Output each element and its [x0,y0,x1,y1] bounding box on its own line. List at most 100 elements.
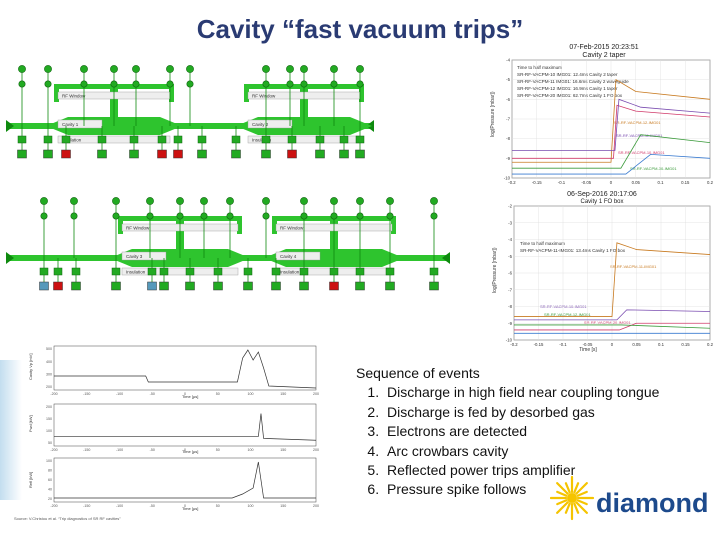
sun-ray [564,482,571,494]
strip-charts: Cavity Vp [mV] Fwd [kW] Refl [kW] Time [… [22,342,346,512]
strip-xlabel-1: Time [µs] [182,449,198,454]
vacuum-gauge-icon [80,65,88,73]
valve-status-icon [385,281,395,291]
insulation-box [121,267,239,276]
pump-icon [39,267,49,276]
pump-icon [53,267,63,276]
valve-status-icon [329,281,339,291]
pump-icon [159,267,169,276]
x-tick-label: 100 [248,504,254,508]
vacuum-gauge-icon [40,212,48,220]
valve-status-icon [111,281,121,291]
strip-series-line [54,461,316,499]
pump-icon [231,135,241,144]
x-tick-label: -50 [150,504,155,508]
vacuum-gauge-icon [166,65,174,73]
rf-window-label: RF Window [126,226,150,231]
sun-ray [573,502,580,514]
vacuum-gauge-icon [430,197,438,205]
x-tick-label: 50 [216,448,220,452]
vacuum-gauge-icon [176,212,184,220]
x-tick-label: 0.15 [681,180,690,185]
valve-status-icon [287,149,297,159]
vacuum-gauge-icon [386,197,394,205]
valve-status-icon [429,281,439,291]
valve-status-icon [197,149,207,159]
sun-ray [556,482,569,495]
plot-top-legend-4: SR-RF-VACPM-20 IMG01: 62.7ms Cavity 1 FO… [517,93,623,98]
pump-icon [261,135,271,144]
sun-ray [575,501,588,514]
strip-chart-frame [53,457,317,503]
valve-status-icon [185,281,195,291]
plot-top-legend-0: Time to half maximum [517,65,562,70]
strip-chart-frame [53,345,317,391]
x-tick-label: 0 [610,180,613,185]
vacuum-gauge-icon [132,80,140,88]
rf-window-label: RF Window [62,94,86,99]
coupler-pipe [54,84,59,102]
x-tick-label: 150 [280,448,286,452]
plot-bottom-curve-label-2: SR-RF-VACPM-12-IMG01 [544,312,591,317]
x-tick-label: -200 [50,392,57,396]
vacuum-gauge-icon [430,212,438,220]
x-tick-label: -200 [50,448,57,452]
y-tick-label: -9 [508,321,512,326]
plot-bottom-heading: 06-Sep-2016 20:17:06 [567,191,637,198]
pressure-series-line [512,78,711,163]
plot-bottom-xlabel: Time [s] [579,347,597,353]
x-tick-label: 150 [280,504,286,508]
x-tick-label: -100 [116,504,123,508]
x-tick-label: 0.1 [658,180,665,185]
vacuum-gauge-icon [176,197,184,205]
vacuum-gauge-icon [356,212,364,220]
plot-top-legend-3: SR-RF-VACPM-12 IMG01: 16.9ms Cavity 1 ta… [517,86,618,91]
x-tick-label: 0.05 [632,342,641,347]
sun-core [567,493,577,503]
valve-status-icon [231,149,241,159]
valve-status-icon [71,281,81,291]
pump-icon [339,135,349,144]
event-item: Pressure spike follows [383,480,716,499]
diamond-logo: diamond [550,474,716,526]
plot-bottom-legend-1: SR-RF-VACPM-11-IMG01: 13.4ms Cavity 1 FO… [520,248,626,253]
insulation-label: Insulation [62,138,82,143]
valve-status-icon [157,149,167,159]
vacuum-gauge-icon [330,197,338,205]
y-tick-label: 400 [46,360,52,364]
valve-status-icon [159,281,169,291]
vacuum-gauge-icon [186,80,194,88]
pressure-series-line [514,242,711,317]
x-tick-label: -0.2 [510,342,518,347]
valve-status-icon [173,149,183,159]
pump-icon [147,267,157,276]
vacuum-gauge-icon [386,212,394,220]
valve-status-icon [17,149,27,159]
vacuum-gauge-icon [330,80,338,88]
events-list: Discharge in high field near coupling to… [356,383,716,499]
x-tick-label: 200 [313,504,319,508]
vacuum-gauge-icon [262,80,270,88]
valve-status-icon [315,149,325,159]
x-tick-label: 150 [280,392,286,396]
strip-chart-frame [53,403,317,447]
rf-window-label: RF Window [280,226,304,231]
vacuum-gauge-icon [80,80,88,88]
x-tick-label: -200 [50,504,57,508]
strip-ylabel-0: Cavity Vp [mV] [28,354,33,380]
valve-status-icon [355,281,365,291]
valve-status-icon [147,281,157,291]
pump-icon [111,267,121,276]
x-tick-label: -0.05 [581,180,591,185]
strip-ylabel-1: Fwd [kW] [28,415,33,432]
cavity-label: Cavity 4 [280,254,297,259]
plot-top-heading: 07-Feb-2015 20:23:51 [569,44,638,51]
y-tick-label: -10 [506,338,513,343]
pressure-series-line [514,324,711,329]
sun-ray [556,499,568,506]
x-tick-label: -150 [83,448,90,452]
vacuum-gauge-icon [200,212,208,220]
insulation-label: Insulation [280,270,300,275]
pump-icon [385,267,395,276]
sun-ray [573,482,580,494]
